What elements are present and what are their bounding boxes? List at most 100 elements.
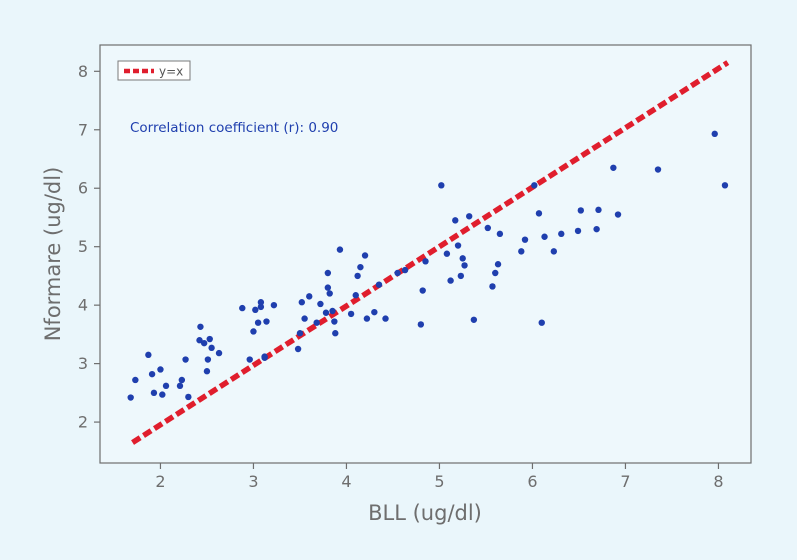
data-point [332,330,339,337]
data-point [361,252,369,259]
data-point [347,310,355,318]
data-point [382,315,389,322]
data-point [263,318,270,325]
data-point [246,356,253,363]
data-point [239,304,246,312]
data-point [654,166,662,173]
data-point [354,272,361,280]
data-point [447,277,454,284]
data-point [150,389,158,397]
data-point [176,382,184,390]
y-tick-label: 7 [78,120,88,139]
y-tick-label: 2 [78,413,88,432]
data-point [148,370,156,378]
data-point [257,299,265,306]
data-point [484,224,492,232]
data-point [206,335,213,343]
data-point [357,263,364,271]
data-point [204,356,212,363]
data-point [208,344,215,352]
data-point [538,319,545,326]
data-point [454,242,462,249]
legend-label-yx: y=x [159,65,183,79]
x-tick-label: 3 [248,472,258,491]
x-tick-label: 6 [527,472,537,491]
data-point [550,248,558,255]
data-point [324,284,332,291]
data-point [306,293,313,300]
data-point [336,246,344,253]
x-axis-title: BLL (ug/dl) [368,501,482,525]
data-point [261,353,268,360]
data-point [182,356,189,363]
data-point [711,130,718,138]
data-point [157,366,164,373]
data-point [127,394,134,401]
data-point [296,330,304,337]
data-point [200,339,208,347]
x-tick-label: 5 [434,472,444,491]
data-point [535,210,543,217]
y-tick-label: 4 [78,296,88,315]
y-axis: 2 3 4 5 6 7 8 [78,62,100,432]
y-axis-title: Nformare (ug/dl) [41,167,65,342]
data-point [329,307,336,315]
data-point [196,337,203,344]
data-point [394,269,401,277]
data-point [459,255,466,262]
series-layer [127,60,730,445]
data-point [371,308,378,316]
data-point [326,290,333,297]
data-point [577,207,585,214]
legend: y=x [117,60,191,81]
data-point [574,227,582,235]
data-point [610,164,617,171]
correlation-annotation: Correlation coefficient (r): 0.90 [130,120,338,136]
data-point [496,230,504,238]
data-point [489,283,496,290]
data-point [352,292,359,299]
data-point [197,323,204,330]
data-point [178,376,186,384]
data-point [203,368,211,375]
x-tick-label: 2 [155,472,165,491]
data-point [294,345,302,353]
data-point [452,217,459,224]
data-point [375,281,383,288]
data-point [521,236,529,243]
data-point [466,213,473,220]
data-point [595,206,602,214]
data-point [558,230,565,238]
data-point [252,306,259,314]
x-tick-label: 7 [620,472,630,491]
data-point [254,319,262,326]
y-tick-label: 6 [78,179,88,198]
data-point [443,250,451,257]
data-point [363,315,371,322]
data-point [185,393,192,401]
data-point [593,225,600,233]
x-axis: 2 3 4 5 6 7 8 [155,463,724,491]
data-point [422,258,429,265]
data-point [270,301,278,309]
data-point [721,182,729,189]
data-point [317,300,324,308]
data-point [301,315,308,322]
x-tick-label: 4 [341,472,351,491]
data-point [541,233,548,240]
data-point [438,182,445,189]
data-point [162,382,170,390]
data-point [257,303,265,311]
data-point [614,211,622,218]
data-point [132,376,139,384]
data-point [470,316,478,323]
data-point [324,269,332,277]
y-tick-label: 3 [78,354,88,373]
data-point [401,266,409,274]
data-point [531,182,538,189]
identity-line [131,60,730,445]
data-point [518,248,525,255]
data-point [159,391,166,398]
data-point [145,351,152,359]
